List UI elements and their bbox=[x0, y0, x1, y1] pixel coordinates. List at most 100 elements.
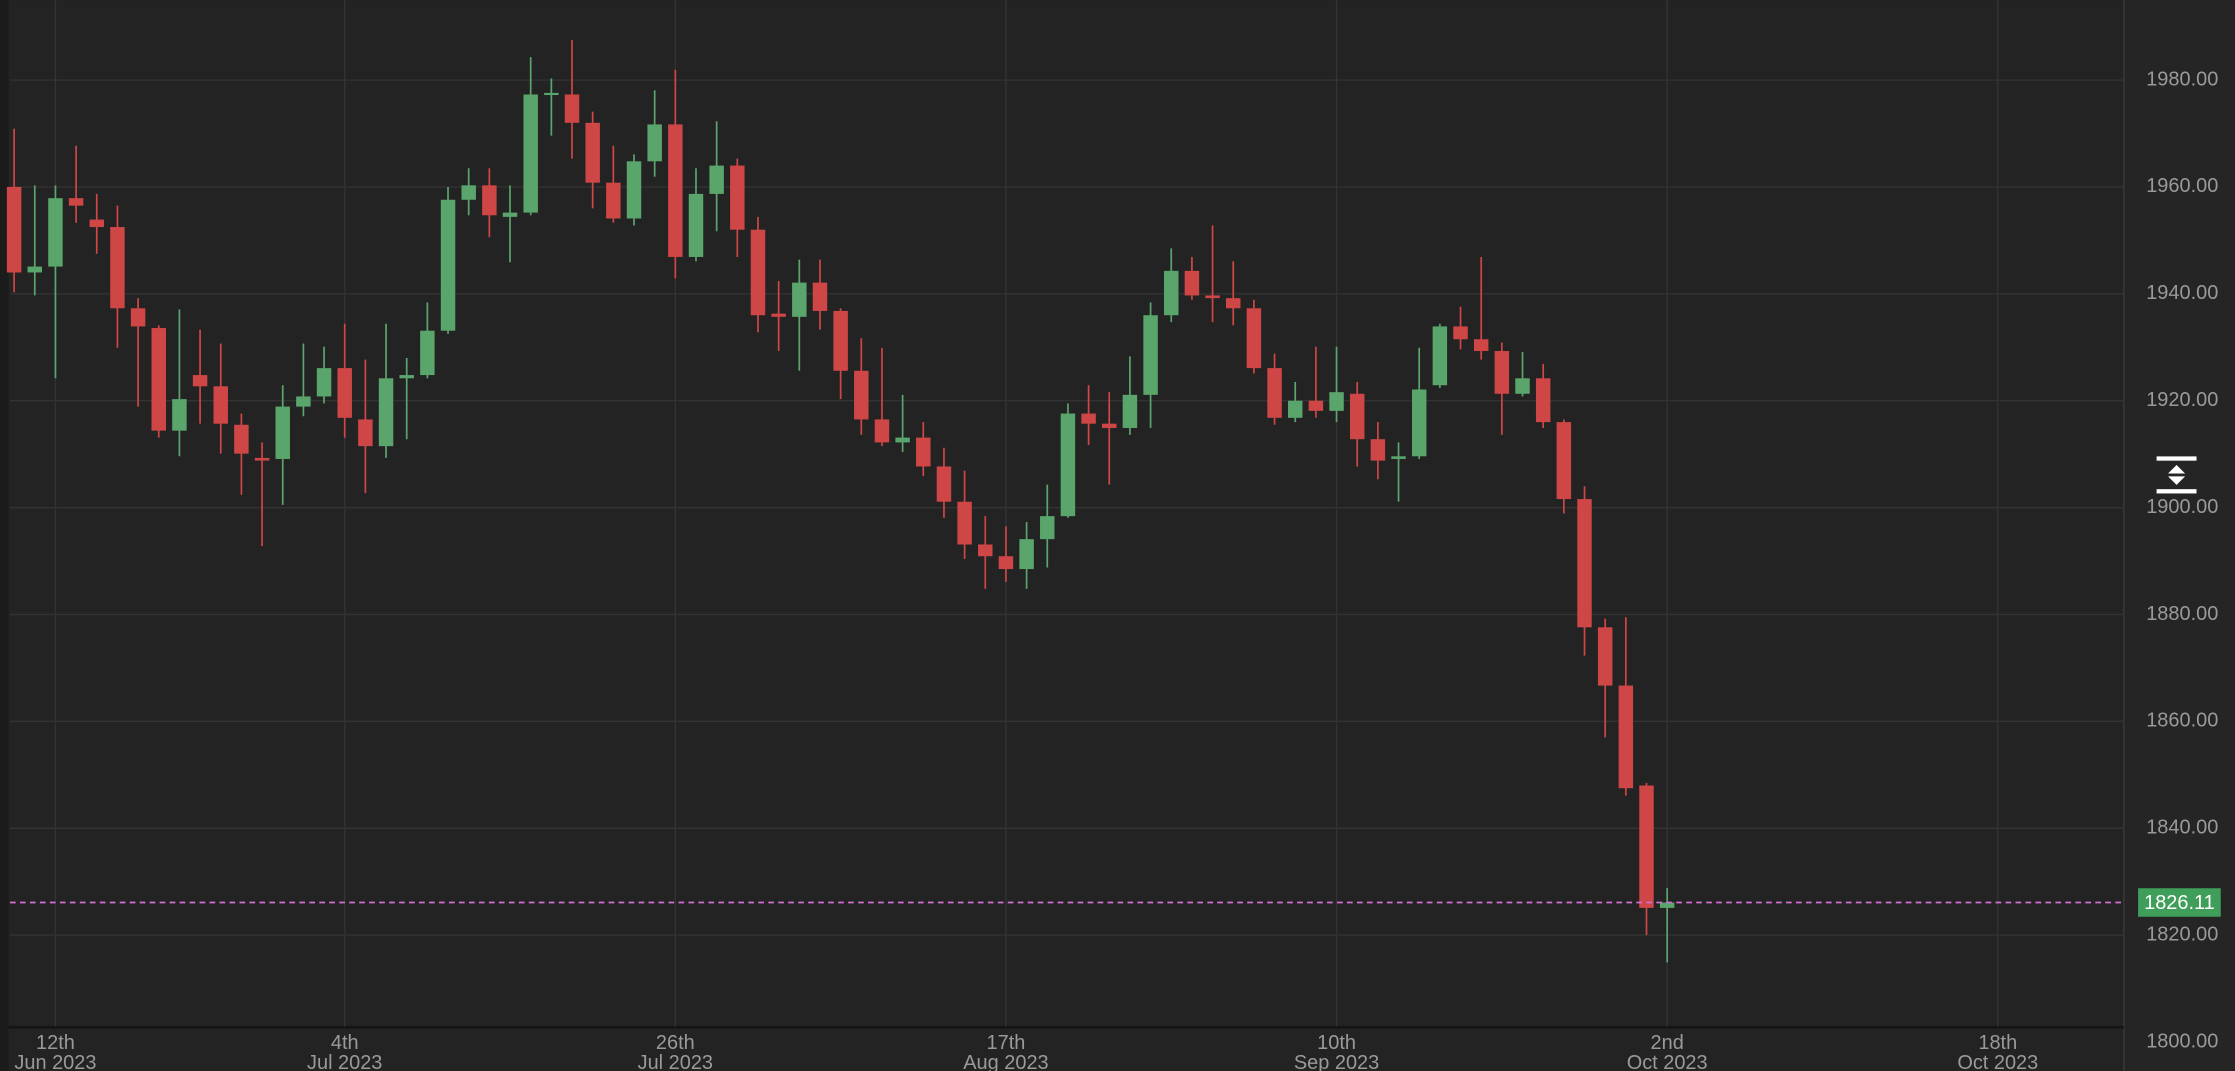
x-tick-label: 18th bbox=[1978, 1032, 2017, 1054]
x-tick-label: 17th bbox=[987, 1032, 1026, 1054]
candle-body bbox=[957, 501, 972, 545]
y-tick-label: 1940.00 bbox=[2146, 282, 2218, 304]
candle-body bbox=[1287, 400, 1303, 418]
candle-body bbox=[1019, 539, 1034, 570]
candle-body bbox=[358, 419, 373, 447]
x-tick-sublabel: Oct 2023 bbox=[1627, 1052, 1708, 1071]
x-tick-label: 12th bbox=[36, 1032, 75, 1054]
candle-body bbox=[68, 198, 84, 206]
axis-labels: 1800.00 1820.00 1840.00 1860.00 1880.00 1900.… bbox=[14, 68, 2221, 1071]
x-tick-sublabel: Oct 2023 bbox=[1957, 1052, 2038, 1071]
candle-body bbox=[1432, 326, 1448, 386]
candle-body bbox=[1618, 685, 1634, 789]
x-tick-sublabel: Jul 2023 bbox=[638, 1052, 713, 1071]
candle-body bbox=[1453, 326, 1468, 340]
candle-body bbox=[1308, 400, 1324, 411]
candle-body bbox=[192, 375, 208, 387]
y-tick-label: 1800.00 bbox=[2146, 1030, 2218, 1052]
y-tick-label: 1960.00 bbox=[2146, 175, 2218, 197]
candle-body bbox=[1226, 298, 1241, 309]
candle-body bbox=[688, 193, 704, 257]
candle-body bbox=[523, 94, 538, 213]
candle-body bbox=[254, 457, 270, 461]
candle-body bbox=[998, 556, 1014, 570]
candle-body bbox=[730, 165, 745, 230]
candle-body bbox=[27, 266, 43, 273]
candle-body bbox=[151, 328, 166, 431]
y-tick-label: 1900.00 bbox=[2146, 496, 2218, 518]
candle-body bbox=[874, 419, 890, 443]
candle-body bbox=[1267, 368, 1282, 418]
candle-body bbox=[1205, 295, 1220, 299]
y-tick-label: 1860.00 bbox=[2146, 710, 2218, 732]
scale-icon[interactable] bbox=[2156, 456, 2197, 494]
candle-body bbox=[585, 122, 600, 183]
x-tick-sublabel: Jun 2023 bbox=[14, 1052, 96, 1071]
candle-body bbox=[1577, 499, 1592, 628]
y-tick-label: 1920.00 bbox=[2146, 389, 2218, 411]
left-border bbox=[0, 0, 9, 1071]
grid bbox=[9, 0, 2124, 1027]
candle-body bbox=[647, 124, 662, 162]
candle-body bbox=[709, 165, 724, 194]
candle-body bbox=[316, 368, 332, 397]
candle-body bbox=[544, 92, 559, 96]
x-tick-label: 2nd bbox=[1651, 1032, 1684, 1054]
candle-body bbox=[440, 199, 456, 331]
candle-body bbox=[936, 466, 952, 502]
candle-body bbox=[89, 219, 104, 228]
candle-body bbox=[771, 313, 786, 317]
candle-body bbox=[378, 378, 394, 447]
candle-body bbox=[1411, 389, 1427, 457]
candle-body bbox=[626, 161, 642, 219]
candle-body bbox=[502, 212, 518, 217]
candles bbox=[6, 39, 2124, 963]
candle-body bbox=[1060, 413, 1076, 517]
candle-body bbox=[1143, 315, 1158, 395]
candle-body bbox=[1040, 516, 1055, 540]
candle-body bbox=[1370, 439, 1386, 461]
candle-body bbox=[1246, 308, 1262, 369]
price-label: 1826.11 bbox=[2144, 892, 2215, 914]
candle-body bbox=[1515, 378, 1530, 394]
candle-body bbox=[482, 185, 497, 216]
candle-body bbox=[461, 185, 476, 200]
y-tick-label: 1820.00 bbox=[2146, 923, 2218, 945]
candle-body bbox=[234, 424, 249, 454]
candle-body bbox=[895, 437, 910, 443]
candle-body bbox=[1556, 422, 1572, 500]
candle-body bbox=[916, 437, 931, 467]
candle-body bbox=[750, 229, 766, 316]
candle-body bbox=[130, 308, 146, 327]
candle-body bbox=[1391, 456, 1406, 459]
candle-body bbox=[213, 386, 228, 424]
candle-body bbox=[1349, 393, 1365, 440]
y-tick-label: 1840.00 bbox=[2146, 817, 2218, 839]
x-tick-sublabel: Aug 2023 bbox=[963, 1052, 1048, 1071]
x-tick-label: 10th bbox=[1317, 1032, 1356, 1054]
candle-body bbox=[1639, 785, 1654, 908]
candle-body bbox=[1494, 351, 1510, 394]
candle-body bbox=[833, 310, 848, 371]
candle-body bbox=[48, 198, 63, 267]
candle-body bbox=[1081, 413, 1096, 424]
candle-body bbox=[110, 227, 125, 309]
candle-body bbox=[420, 330, 435, 376]
candle-body bbox=[564, 94, 580, 123]
candle-body bbox=[1102, 423, 1117, 428]
candle-body bbox=[1597, 627, 1613, 686]
candle-body bbox=[275, 406, 290, 459]
candle-body bbox=[1184, 270, 1200, 296]
candle-body bbox=[172, 399, 187, 431]
candle-body bbox=[1329, 392, 1344, 411]
candle-body bbox=[1535, 378, 1551, 423]
candle-body bbox=[792, 282, 807, 317]
candle-body bbox=[1659, 902, 1675, 908]
x-tick-label: 26th bbox=[656, 1032, 695, 1054]
candle-body bbox=[606, 182, 621, 219]
candle-body bbox=[1164, 270, 1179, 316]
x-tick-sublabel: Sep 2023 bbox=[1294, 1052, 1379, 1071]
